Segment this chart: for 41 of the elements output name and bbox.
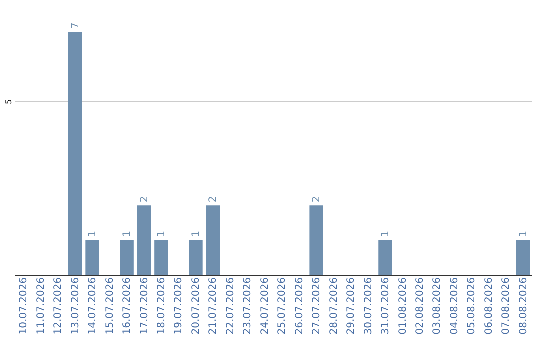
x-tick-label: 22.07.2026	[225, 278, 236, 335]
x-tick-label: 11.07.2026	[36, 278, 47, 335]
y-tick-label: 5	[4, 99, 14, 104]
x-tick-label: 23.07.2026	[242, 278, 254, 335]
x-tick-label: 04.08.2026	[449, 278, 460, 335]
x-tick-label: 27.07.2026	[312, 278, 323, 335]
data-label: 1	[190, 230, 202, 238]
data-label: 1	[122, 230, 134, 238]
x-tick-label: 26.07.2026	[294, 278, 306, 335]
x-tick-label: 30.07.2026	[363, 278, 374, 335]
data-label: 2	[139, 196, 150, 203]
data-label: 1	[88, 230, 99, 238]
x-tick-label: 17.07.2026	[139, 278, 150, 335]
x-tick-label: 12.07.2026	[53, 278, 64, 335]
x-tick-label: 01.08.2026	[398, 278, 409, 335]
x-tick-label: 16.07.2026	[122, 278, 134, 335]
x-tick-label: 24.07.2026	[260, 278, 271, 335]
data-label: 7	[70, 22, 82, 29]
x-tick-label: 15.07.2026	[104, 278, 116, 335]
x-tick-label: 07.08.2026	[501, 278, 512, 335]
x-tick-label: 10.07.2026	[18, 278, 30, 335]
x-tick-label: 20.07.2026	[190, 278, 202, 335]
x-tick-label: 14.07.2026	[88, 278, 99, 335]
data-label: 1	[156, 230, 168, 238]
x-tick-label: 02.08.2026	[414, 278, 426, 335]
x-tick-label: 25.07.2026	[277, 278, 288, 335]
data-label: 2	[208, 196, 220, 203]
x-tick-label: 03.08.2026	[432, 278, 444, 335]
data-label: 1	[380, 230, 392, 238]
x-tick-label: 19.07.2026	[174, 278, 185, 335]
x-tick-label: 08.08.2026	[518, 278, 530, 335]
data-label: 1	[518, 230, 530, 238]
x-tick-label: 18.07.2026	[156, 278, 168, 335]
x-tick-label: 05.08.2026	[466, 278, 478, 335]
x-tick-label: 13.07.2026	[70, 278, 82, 335]
x-tick-label: 28.07.2026	[328, 278, 340, 335]
x-tick-label: 31.07.2026	[380, 278, 392, 335]
x-tick-label: 21.07.2026	[208, 278, 220, 335]
x-tick-label: 29.07.2026	[346, 278, 358, 335]
data-label: 2	[312, 196, 323, 203]
x-tick-label: 06.08.2026	[484, 278, 495, 335]
